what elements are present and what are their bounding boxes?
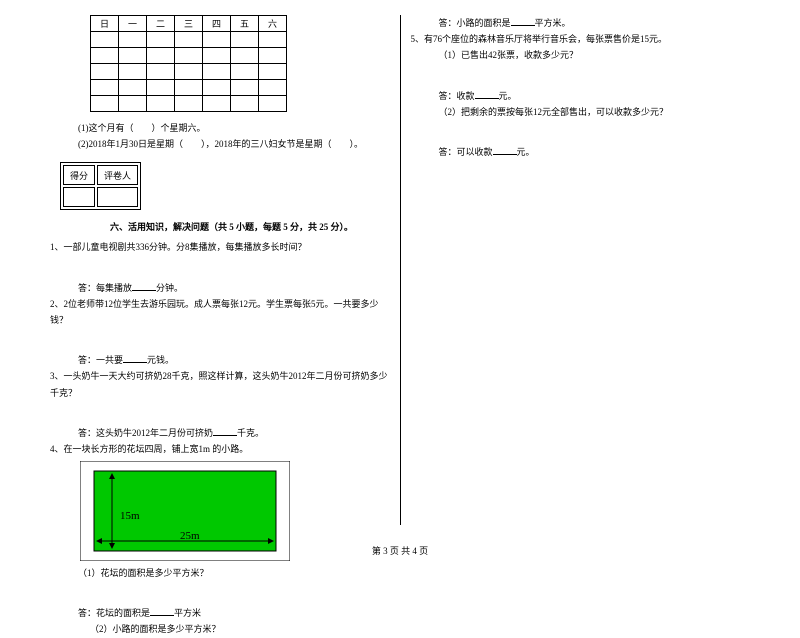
problem-5-2-answer: 答：可以收款 元。 — [439, 144, 751, 160]
score-box: 得分 评卷人 — [60, 162, 141, 210]
problem-1: 1、一部儿童电视剧共336分钟。分8集播放，每集播放多长时间？ — [50, 239, 390, 255]
ans-suffix: 千克。 — [237, 428, 264, 438]
left-column: 日 一 二 三 四 五 六 (1)这个月有（ ）个星期六。 (2)2018年1月… — [40, 15, 400, 515]
problem-4: 4、在一块长方形的花坛四周，铺上宽1m 的小路。 — [50, 441, 390, 457]
calendar-head: 三 — [175, 16, 203, 32]
ans-suffix: 元钱。 — [147, 355, 174, 365]
problem-5-1-answer: 答：收款 元。 — [439, 88, 751, 104]
height-label: 15m — [120, 510, 140, 522]
calendar-row — [91, 64, 287, 80]
calendar-q2: (2)2018年1月30日是星期（ ），2018年的三八妇女节是星期（ ）。 — [78, 136, 390, 152]
page-container: 日 一 二 三 四 五 六 (1)这个月有（ ）个星期六。 (2)2018年1月… — [0, 0, 800, 540]
ans-suffix: 元。 — [517, 147, 535, 157]
ans-suffix: 平方米。 — [535, 18, 571, 28]
score-label: 得分 — [63, 165, 95, 185]
score-cell — [63, 187, 95, 207]
ans-prefix: 答：收款 — [439, 91, 475, 101]
blank — [511, 16, 535, 26]
blank — [475, 89, 499, 99]
problem-1-answer: 答：每集播放 分钟。 — [78, 280, 390, 296]
problem-4-2: （2）小路的面积是多少平方米？ — [90, 621, 390, 637]
calendar-row — [91, 48, 287, 64]
ans-prefix: 答：每集播放 — [78, 283, 132, 293]
blank — [132, 281, 156, 291]
ans-suffix: 元。 — [499, 91, 517, 101]
calendar-head: 五 — [231, 16, 259, 32]
calendar-row — [91, 96, 287, 112]
section-6-title: 六、活用知识，解决问题（共 5 小题，每题 5 分，共 25 分）。 — [110, 220, 390, 233]
calendar-row — [91, 32, 287, 48]
calendar-head: 六 — [259, 16, 287, 32]
problem-4-1-answer: 答：花坛的面积是 平方米 — [78, 605, 390, 621]
problem-3: 3、一头奶牛一天大约可挤奶28千克，照这样计算，这头奶牛2012年二月份可挤奶多… — [50, 368, 390, 400]
calendar-head: 四 — [203, 16, 231, 32]
width-label: 25m — [180, 530, 200, 542]
problem-4-1: （1）花坛的面积是多少平方米？ — [78, 565, 390, 581]
calendar-header-row: 日 一 二 三 四 五 六 — [91, 16, 287, 32]
problem-3-answer: 答：这头奶牛2012年二月份可挤奶 千克。 — [78, 425, 390, 441]
blank — [493, 145, 517, 155]
blank — [123, 353, 147, 363]
ans-prefix: 答：小路的面积是 — [439, 18, 511, 28]
problem-5-1: （1）已售出42张票，收款多少元？ — [439, 47, 751, 63]
blank — [150, 606, 174, 616]
calendar-head: 一 — [119, 16, 147, 32]
problem-5: 5、有76个座位的森林音乐厅将举行音乐会，每张票售价是15元。 — [411, 31, 751, 47]
problem-2-answer: 答：一共要 元钱。 — [78, 352, 390, 368]
ans-prefix: 答：这头奶牛2012年二月份可挤奶 — [78, 428, 213, 438]
problem-5-2: （2）把剩余的票按每张12元全部售出，可以收款多少元？ — [439, 104, 751, 120]
page-footer: 第 3 页 共 4 页 — [0, 544, 800, 557]
ans-prefix: 答：可以收款 — [439, 147, 493, 157]
ans-prefix: 答：花坛的面积是 — [78, 608, 150, 618]
problem-2: 2、2位老师带12位学生去游乐园玩。成人票每张12元。学生票每张5元。一共要多少… — [50, 296, 390, 328]
grader-label: 评卷人 — [97, 165, 138, 185]
ans-suffix: 分钟。 — [156, 283, 183, 293]
ans-suffix: 平方米 — [174, 608, 201, 618]
problem-4-2-answer: 答：小路的面积是 平方米。 — [439, 15, 751, 31]
grader-cell — [97, 187, 138, 207]
blank — [213, 426, 237, 436]
right-column: 答：小路的面积是 平方米。 5、有76个座位的森林音乐厅将举行音乐会，每张票售价是… — [401, 15, 761, 515]
ans-prefix: 答：一共要 — [78, 355, 123, 365]
calendar-q1: (1)这个月有（ ）个星期六。 — [78, 120, 390, 136]
calendar-head: 二 — [147, 16, 175, 32]
calendar-head: 日 — [91, 16, 119, 32]
calendar-table: 日 一 二 三 四 五 六 — [90, 15, 287, 112]
calendar-row — [91, 80, 287, 96]
